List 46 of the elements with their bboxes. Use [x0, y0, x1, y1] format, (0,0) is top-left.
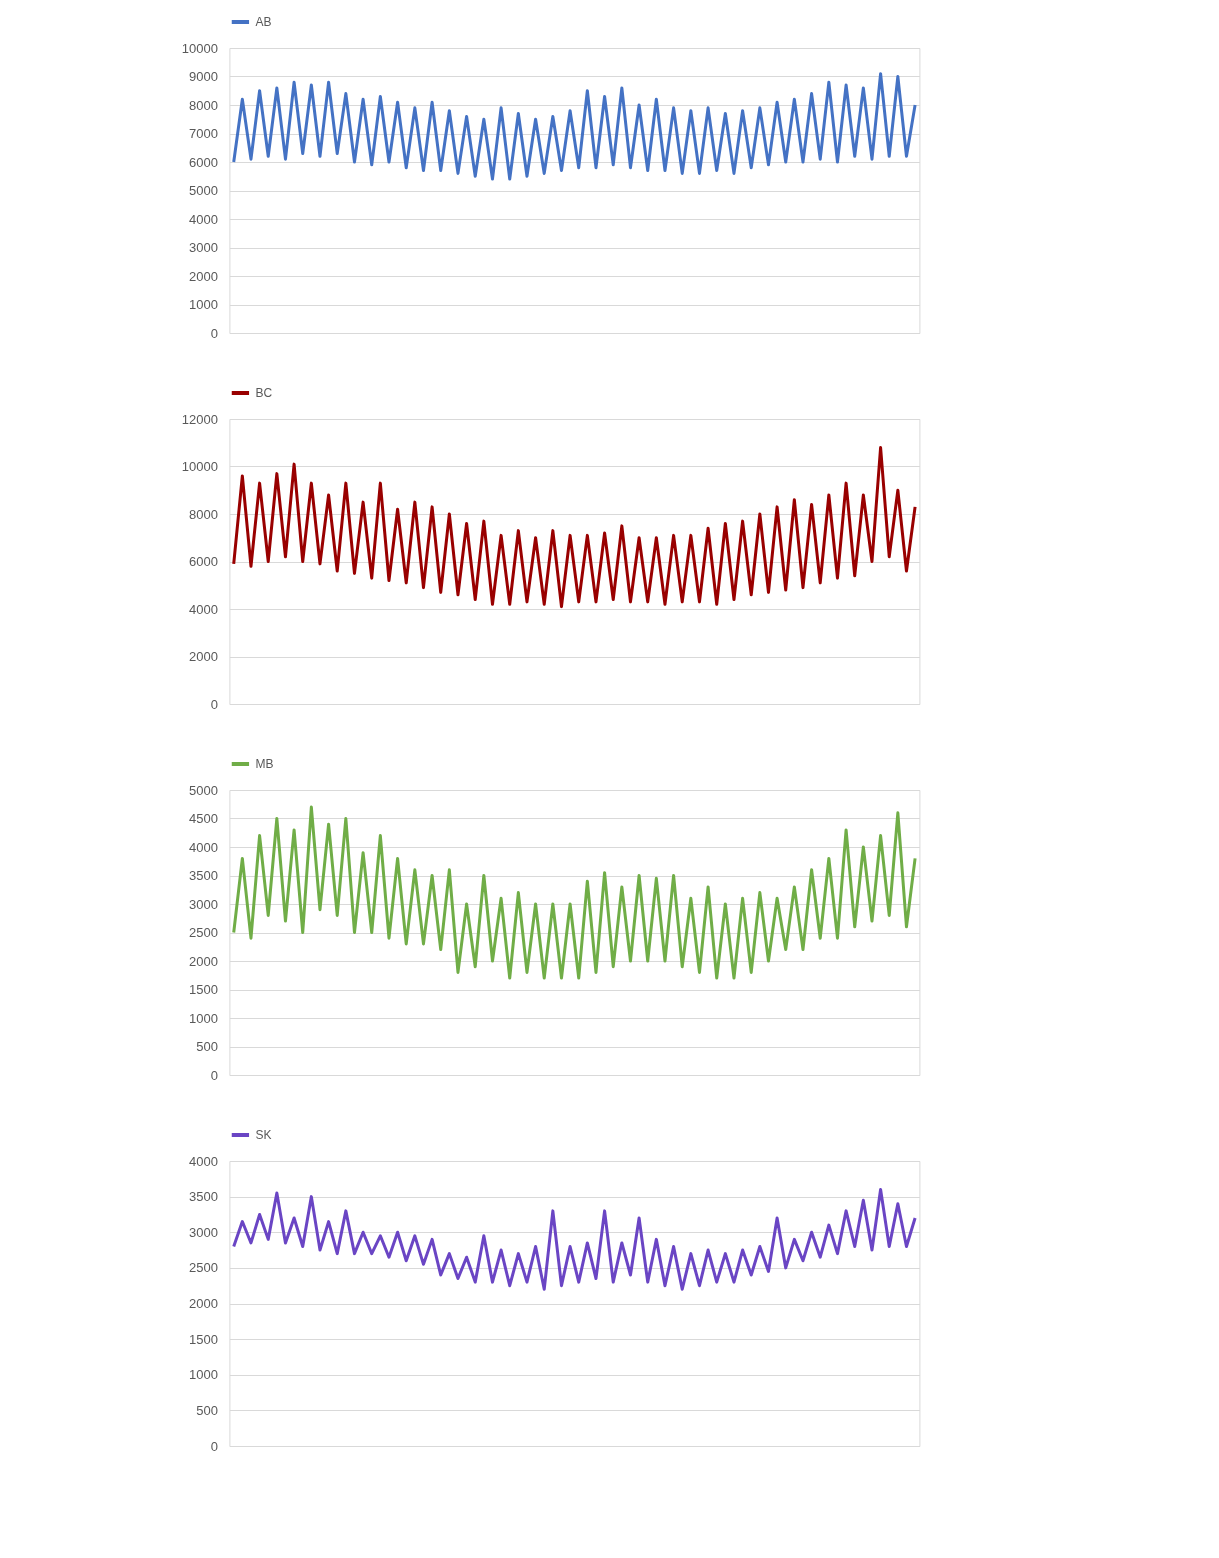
y-tick-label: 7000: [188, 126, 218, 141]
y-tick-label: 2000: [188, 953, 218, 969]
y-tick-label: 4000: [188, 839, 218, 855]
y-tick-label: 4000: [188, 211, 218, 227]
y-tick-label: 2000: [188, 1296, 218, 1311]
y-tick-label: 2000: [188, 649, 218, 664]
y-tick-label: 500: [196, 1039, 218, 1054]
y-tick-label: 2500: [188, 1260, 218, 1276]
y-tick-label: 9000: [188, 69, 218, 84]
y-tick-label: 500: [196, 1402, 218, 1418]
y-tick-label: 4500: [188, 811, 218, 826]
y-tick-label: 0: [210, 1067, 218, 1083]
y-tick-label: 5000: [188, 183, 218, 198]
line-series: [232, 1188, 917, 1291]
y-tick-label: 2500: [188, 925, 218, 940]
y-tick-label: 4000: [188, 1153, 218, 1169]
y-tick-label: 0: [210, 1438, 218, 1454]
y-tick-label: 12000: [181, 411, 218, 427]
y-tick-label: 8000: [188, 97, 218, 113]
y-tick-label: 1500: [188, 1331, 218, 1347]
y-tick-label: 3500: [188, 1189, 218, 1205]
y-tick-label: 1500: [188, 982, 218, 997]
y-tick-label: 3500: [188, 868, 218, 883]
y-tick-label: 4000: [188, 601, 218, 617]
legend-label: SK: [255, 1128, 272, 1142]
legend-label: AB: [255, 15, 272, 29]
y-tick-label: 2000: [188, 268, 218, 284]
y-tick-label: 1000: [188, 1367, 218, 1383]
line-series: [232, 446, 917, 609]
y-tick-label: 6000: [188, 154, 218, 170]
y-tick-label: 10000: [181, 40, 218, 56]
y-tick-label: 1000: [188, 297, 218, 312]
y-tick-label: 8000: [188, 506, 218, 522]
y-tick-label: 3000: [188, 896, 218, 912]
legend-label: MB: [255, 757, 274, 771]
y-tick-label: 5000: [188, 782, 218, 798]
y-tick-label: 0: [210, 696, 218, 712]
y-tick-label: 0: [210, 325, 218, 341]
line-series: [232, 72, 917, 181]
line-series: [232, 805, 917, 980]
legend-label: BC: [255, 386, 273, 400]
y-tick-label: 3000: [188, 240, 218, 255]
y-tick-label: 3000: [188, 1224, 218, 1240]
y-tick-label: 10000: [181, 459, 218, 474]
y-tick-label: 6000: [188, 554, 218, 569]
y-tick-label: 1000: [188, 1010, 218, 1026]
